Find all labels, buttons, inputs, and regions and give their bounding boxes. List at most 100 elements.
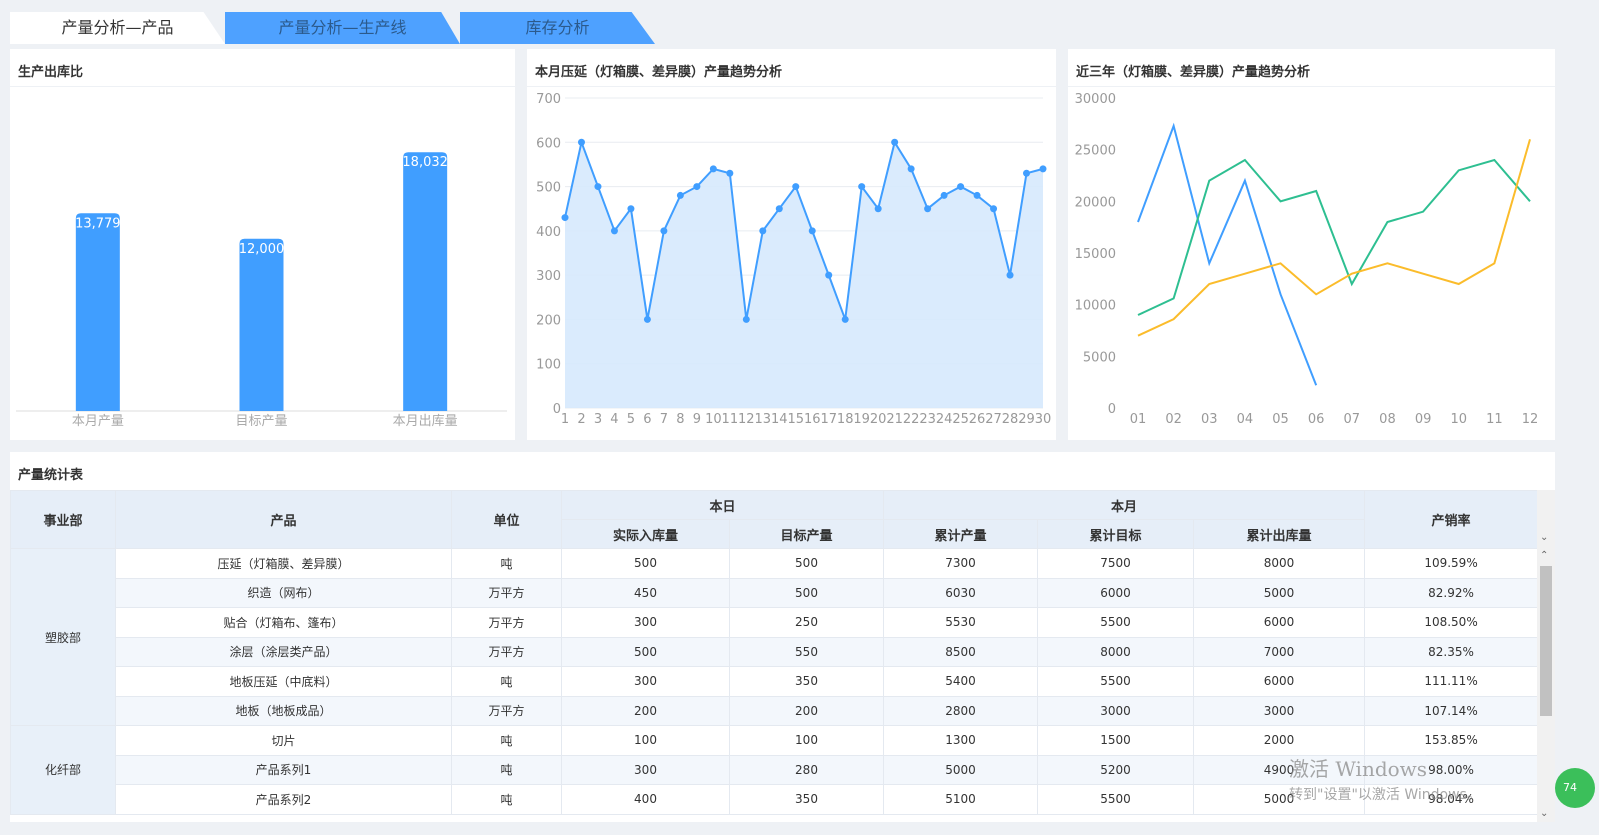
area-x-tick-label: 30 bbox=[1035, 412, 1052, 427]
area-y-tick-label: 300 bbox=[536, 269, 561, 284]
bar-value-label: 12,000 bbox=[239, 242, 285, 257]
area-point bbox=[858, 183, 866, 191]
area-x-tick-label: 22 bbox=[903, 412, 920, 427]
table-cell: 2000 bbox=[1193, 725, 1366, 756]
th-rate: 产销率 bbox=[1364, 490, 1539, 549]
bar bbox=[403, 152, 448, 412]
multi-y-tick-label: 0 bbox=[1108, 402, 1116, 417]
table-cell: 5000 bbox=[883, 754, 1039, 785]
table-cell: 82.35% bbox=[1364, 636, 1539, 667]
table-row: 织造（网布） 万平方 450 500 6030 6000 5000 82.92% bbox=[11, 577, 1539, 608]
area-point bbox=[594, 183, 602, 191]
area-y-tick-label: 100 bbox=[536, 358, 561, 373]
table-cell: 压延（灯箱膜、差异膜） bbox=[115, 548, 452, 579]
area-point bbox=[940, 191, 948, 199]
th-cum-out: 累计出库量 bbox=[1193, 519, 1366, 549]
table-panel: 产量统计表 事业部 产品 单位 本日 本月 产销率 实际入库量 目标产量 bbox=[10, 452, 1555, 822]
th-cum-output: 累计产量 bbox=[883, 519, 1039, 549]
area-point bbox=[957, 183, 965, 191]
scroll-top-chevron-icon[interactable]: ⌄ bbox=[1540, 532, 1549, 543]
table-cell: 200 bbox=[728, 695, 885, 726]
table-cell: 产品系列1 bbox=[115, 754, 452, 785]
bar-category-label: 本月出库量 bbox=[393, 413, 458, 429]
table-row: 涂层（涂层类产品） 万平方 500 550 8500 8000 7000 82.35% bbox=[11, 636, 1539, 667]
table-cell: 万平方 bbox=[451, 607, 562, 638]
area-point bbox=[676, 191, 684, 199]
multi-x-tick-label: 11 bbox=[1486, 412, 1503, 427]
area-point bbox=[891, 138, 899, 146]
table-cell: 吨 bbox=[451, 548, 562, 579]
table-cell: 5500 bbox=[1037, 666, 1195, 697]
area-point bbox=[874, 205, 882, 213]
area-chart-panel: 本月压延（灯箱膜、差异膜）产量趋势分析 0 100 200 300 400 500 600 7… bbox=[527, 49, 1056, 440]
multi-line-chart: 0 5000 10000 15000 20000 25000 30000 01 02 03 04 05… bbox=[1075, 92, 1539, 427]
area-x-tick-label: 9 bbox=[693, 412, 701, 427]
table-cell: 300 bbox=[561, 666, 730, 697]
tab-inventory-analysis[interactable]: 库存分析 bbox=[460, 12, 655, 44]
scroll-up-icon[interactable]: ⌃ bbox=[1540, 550, 1549, 561]
tab-product-analysis[interactable]: 产量分析—产品 bbox=[10, 12, 225, 44]
floating-badge[interactable]: 74 bbox=[1555, 768, 1595, 808]
table-cell: 3000 bbox=[1037, 695, 1195, 726]
area-x-tick-label: 2 bbox=[577, 412, 585, 427]
table-cell: 8000 bbox=[1037, 636, 1195, 667]
area-x-tick-label: 28 bbox=[1002, 412, 1019, 427]
table-cell: 涂层（涂层类产品） bbox=[115, 636, 452, 667]
table-cell: 400 bbox=[561, 784, 730, 815]
multi-y-tick-label: 5000 bbox=[1083, 350, 1116, 365]
area-x-tick-label: 19 bbox=[853, 412, 870, 427]
watermark-line2: 转到"设置"以激活 Windows。 bbox=[1289, 787, 1481, 803]
th-actual-in: 实际入库量 bbox=[561, 519, 730, 549]
windows-activation-watermark: 激活 Windows 转到"设置"以激活 Windows。 bbox=[1289, 753, 1481, 804]
area-x-tick-label: 20 bbox=[870, 412, 887, 427]
table-row: 化纤部 切片吨 100 100 1300 1500 2000 153.85% bbox=[10, 725, 1539, 815]
area-y-tick-label: 200 bbox=[536, 313, 561, 328]
table-cell: 550 bbox=[728, 636, 885, 667]
multi-x-tick-label: 02 bbox=[1165, 412, 1182, 427]
multi-series-line bbox=[1137, 122, 1318, 386]
area-y-tick-label: 400 bbox=[536, 225, 561, 240]
area-point bbox=[577, 138, 585, 146]
table-scroll-area[interactable]: 事业部 产品 单位 本日 本月 产销率 实际入库量 目标产量 累计产量 累计目标… bbox=[10, 490, 1555, 822]
table-row: 地板（地板成品） 万平方 200 200 2800 3000 3000 107.14% bbox=[11, 695, 1539, 726]
table-cell: 6000 bbox=[1037, 577, 1195, 608]
th-product: 产品 bbox=[115, 490, 452, 549]
bar bbox=[75, 213, 120, 411]
table-cell: 500 bbox=[728, 577, 885, 608]
table-cell: 350 bbox=[728, 666, 885, 697]
table-cell: 吨 bbox=[451, 725, 562, 756]
multi-x-tick-label: 05 bbox=[1272, 412, 1289, 427]
area-y-tick-label: 600 bbox=[536, 136, 561, 151]
table-cell: 2800 bbox=[883, 695, 1039, 726]
multi-series-line bbox=[1137, 139, 1531, 337]
area-point bbox=[660, 227, 668, 235]
multi-y-tick-label: 20000 bbox=[1075, 195, 1116, 210]
area-point bbox=[627, 205, 635, 213]
multi-x-tick-label: 07 bbox=[1344, 412, 1361, 427]
area-x-tick-label: 23 bbox=[919, 412, 936, 427]
table-cell: 300 bbox=[561, 607, 730, 638]
area-x-tick-label: 18 bbox=[837, 412, 854, 427]
table-row: 产品系列1 吨 300 280 5000 5200 4900 98.00% bbox=[11, 754, 1539, 785]
table-cell: 6000 bbox=[1193, 607, 1366, 638]
multi-y-tick-label: 10000 bbox=[1075, 299, 1116, 314]
cell-dept: 化纤部 bbox=[10, 725, 116, 815]
scroll-thumb[interactable] bbox=[1540, 566, 1552, 716]
table-scrollbar[interactable]: ⌄ ⌃ ⌄ bbox=[1537, 490, 1555, 822]
tab-line-analysis[interactable]: 产量分析—生产线 bbox=[225, 12, 460, 44]
table-cell: 500 bbox=[561, 548, 730, 579]
scroll-down-icon[interactable]: ⌄ bbox=[1540, 808, 1549, 819]
table-cell: 98.04% bbox=[1364, 784, 1539, 815]
multi-line-chart-panel: 近三年（灯箱膜、差异膜）产量趋势分析 0 5000 10000 15000 20000 2… bbox=[1068, 49, 1555, 440]
bar-chart-title: 生产出库比 bbox=[18, 65, 84, 80]
th-month: 本月 bbox=[883, 490, 1366, 520]
table-row: 贴合（灯箱布、篷布） 万平方 300 250 5530 5500 6000 108.50% bbox=[11, 607, 1539, 638]
table-cell: 450 bbox=[561, 577, 730, 608]
table-cell: 107.14% bbox=[1364, 695, 1539, 726]
table-cell: 98.00% bbox=[1364, 754, 1539, 785]
multi-x-tick-label: 04 bbox=[1237, 412, 1254, 427]
table-cell: 5500 bbox=[1037, 784, 1195, 815]
multi-x-tick-label: 10 bbox=[1450, 412, 1467, 427]
table-cell: 6030 bbox=[883, 577, 1039, 608]
bar-category-label: 目标产量 bbox=[235, 414, 287, 429]
